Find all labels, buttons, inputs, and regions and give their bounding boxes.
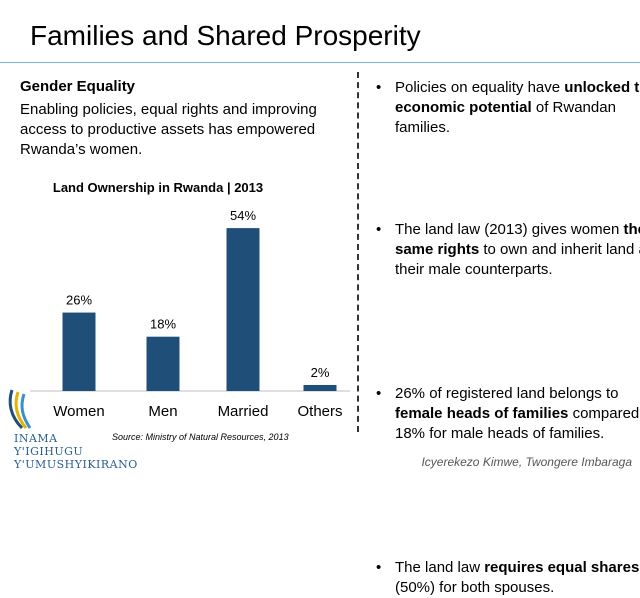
bullet-dot-icon: • (376, 221, 382, 238)
data-label: 26% (66, 293, 92, 308)
bullet-text-post: compared to 18% for male heads of famili… (395, 405, 640, 442)
category-label: Men (148, 403, 177, 420)
bullet-dot-icon: • (376, 559, 382, 576)
bar-married (226, 228, 260, 391)
data-label: 18% (150, 317, 176, 332)
bullet-text-bold: the same rights (395, 221, 640, 258)
bullet-point: • Policies on equality have unlocked the… (370, 78, 640, 138)
category-label: Women (53, 403, 104, 420)
logo: INAMA Y'IGIHUGU Y'UMUSHYIKIRANO (4, 388, 137, 471)
logo-text-line: Y'IGIHUGU (14, 445, 84, 458)
logo-text-line: INAMA (14, 432, 58, 445)
bullet-text-bold: requires equal shares (484, 559, 640, 576)
slide-title: Families and Shared Prosperity (30, 20, 421, 51)
bullet-point: • The land law (2013) gives women the sa… (370, 220, 640, 280)
bullet-dot-icon: • (376, 79, 382, 96)
chart-title: Land Ownership in Rwanda | 2013 (53, 180, 263, 195)
bar-others (303, 384, 337, 391)
section-heading: Gender Equality (20, 78, 136, 95)
bullet-text-pre: The land law (395, 559, 485, 576)
bullet-text-bold: unlocked the economic potential (395, 79, 640, 116)
section-intro: Enabling policies, equal rights and impr… (20, 101, 317, 158)
slide-footer: Icyerekezo Kimwe, Twongere Imbaraga (421, 455, 632, 469)
data-label: 54% (230, 208, 256, 223)
bullet-point: • The land law requires equal shares (50… (370, 558, 640, 598)
title-underline (0, 62, 640, 63)
bar-men (146, 336, 180, 391)
bullet-text-pre: 26% of registered land belongs to (395, 385, 619, 402)
bullet-text-post: (50%) for both spouses. (395, 579, 555, 596)
bullet-text-pre: Policies on equality have (395, 79, 565, 96)
logo-text-line: Y'UMUSHYIKIRANO (14, 458, 138, 471)
bullet-dot-icon: • (376, 385, 382, 402)
bullet-point: • 26% of registered land belongs to fema… (370, 384, 640, 444)
logo-mark-icon (8, 389, 32, 430)
data-label: 2% (311, 365, 330, 380)
column-divider (357, 72, 359, 432)
category-label: Others (297, 403, 342, 420)
bullet-text-pre: The land law (2013) gives women (395, 221, 624, 238)
bullet-text-bold: female heads of families (395, 405, 569, 422)
category-label: Married (218, 403, 269, 420)
chart-source: Source: Ministry of Natural Resources, 2… (112, 432, 289, 442)
bar-women (62, 312, 96, 391)
bullet-text-post: of Rwandan families. (395, 99, 616, 136)
bullet-text-post: to own and inherit land as their male co… (395, 241, 640, 278)
key-points-list: • Policies on equality have unlocked the… (370, 74, 640, 596)
land-ownership-chart: Land Ownership in Rwanda | 2013 26% Women… (30, 180, 350, 420)
